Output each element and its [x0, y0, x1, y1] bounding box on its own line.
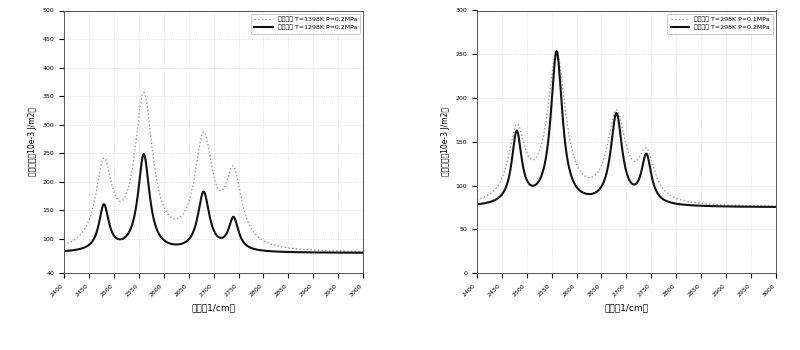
二氧化碳 T=298K P=0.2MPa	[586, 192, 596, 196]
二氧化碳 T=1398K P=0.2MPa	[254, 235, 263, 239]
X-axis label: 波数（1/cm）: 波数（1/cm）	[191, 303, 235, 312]
二氧化碳 T=1398K P=0.2MPa	[59, 242, 69, 246]
X-axis label: 波数（1/cm）: 波数（1/cm）	[605, 303, 649, 312]
二氧化碳 T=1398K P=0.2MPa	[238, 205, 248, 210]
二氧化碳 T=1298K P=0.2MPa	[174, 242, 183, 246]
Line: 二氧化碳 T=298K P=0.2MPa: 二氧化碳 T=298K P=0.2MPa	[477, 51, 776, 207]
二氧化碳 T=298K P=0.1MPa	[526, 157, 536, 161]
二氧化碳 T=1298K P=0.2MPa	[306, 250, 315, 254]
二氧化碳 T=1298K P=0.2MPa	[254, 248, 263, 252]
二氧化碳 T=1398K P=0.2MPa	[306, 248, 315, 252]
二氧化碳 T=298K P=0.2MPa	[695, 204, 705, 208]
二氧化碳 T=1398K P=0.2MPa	[114, 198, 123, 202]
二氧化碳 T=1298K P=0.2MPa	[59, 249, 69, 253]
二氧化碳 T=1298K P=0.2MPa	[238, 240, 248, 244]
Y-axis label: 辐射亮度（10e-3 J/m2）: 辐射亮度（10e-3 J/m2）	[441, 107, 450, 176]
二氧化碳 T=298K P=0.1MPa	[586, 175, 596, 180]
二氧化碳 T=298K P=0.2MPa	[718, 204, 728, 209]
Line: 二氧化碳 T=298K P=0.1MPa: 二氧化碳 T=298K P=0.1MPa	[477, 53, 776, 206]
二氧化碳 T=1398K P=0.2MPa	[358, 250, 368, 254]
二氧化碳 T=1298K P=0.2MPa	[358, 251, 368, 255]
Line: 二氧化碳 T=1398K P=0.2MPa: 二氧化碳 T=1398K P=0.2MPa	[64, 92, 363, 252]
二氧化碳 T=1298K P=0.2MPa	[282, 250, 292, 254]
二氧化碳 T=1398K P=0.2MPa	[139, 90, 149, 94]
二氧化碳 T=1398K P=0.2MPa	[174, 216, 183, 221]
二氧化碳 T=1298K P=0.2MPa	[139, 152, 149, 156]
二氧化碳 T=298K P=0.2MPa	[552, 49, 562, 53]
Legend: 二氧化碳 T=298K P=0.1MPa, 二氧化碳 T=298K P=0.2MPa: 二氧化碳 T=298K P=0.1MPa, 二氧化碳 T=298K P=0.2M…	[667, 14, 773, 34]
二氧化碳 T=298K P=0.2MPa	[771, 205, 781, 209]
二氧化碳 T=298K P=0.1MPa	[771, 204, 781, 208]
Legend: 二氧化碳 T=1398K P=0.2MPa, 二氧化碳 T=1298K P=0.2MPa: 二氧化碳 T=1398K P=0.2MPa, 二氧化碳 T=1298K P=0.…	[250, 14, 360, 34]
二氧化碳 T=298K P=0.1MPa	[718, 203, 728, 207]
二氧化碳 T=1298K P=0.2MPa	[114, 237, 123, 241]
二氧化碳 T=298K P=0.2MPa	[651, 189, 661, 193]
二氧化碳 T=298K P=0.1MPa	[472, 198, 482, 202]
Y-axis label: 辐射亮度（10e-3 J/m2）: 辐射亮度（10e-3 J/m2）	[28, 107, 37, 176]
二氧化碳 T=298K P=0.2MPa	[526, 183, 536, 188]
二氧化碳 T=1398K P=0.2MPa	[282, 246, 292, 250]
二氧化碳 T=298K P=0.1MPa	[666, 194, 676, 198]
二氧化碳 T=298K P=0.1MPa	[552, 51, 562, 55]
Line: 二氧化碳 T=1298K P=0.2MPa: 二氧化碳 T=1298K P=0.2MPa	[64, 154, 363, 253]
二氧化碳 T=298K P=0.1MPa	[651, 174, 661, 178]
二氧化碳 T=298K P=0.1MPa	[695, 201, 705, 205]
二氧化碳 T=298K P=0.2MPa	[666, 201, 676, 205]
二氧化碳 T=298K P=0.2MPa	[472, 202, 482, 206]
